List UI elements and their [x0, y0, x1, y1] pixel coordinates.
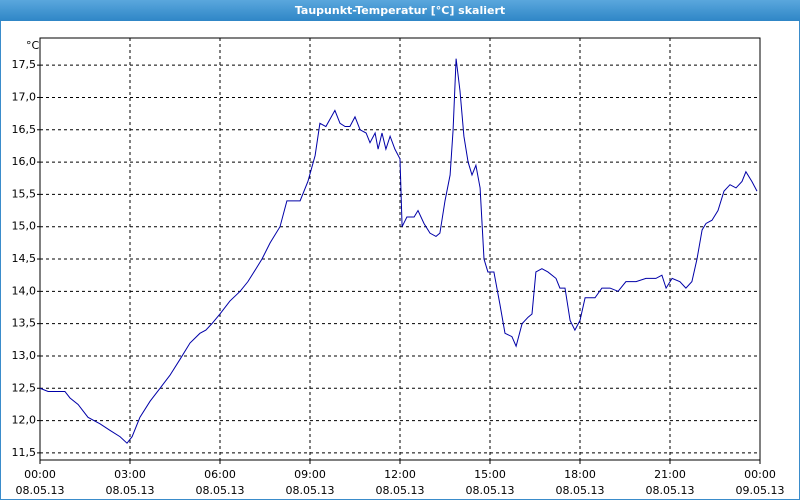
x-tick-label: 21:00 — [654, 468, 686, 481]
x-tick-date: 08.05.13 — [286, 484, 335, 497]
chart-title: Taupunkt-Temperatur [°C] skaliert — [295, 4, 505, 17]
y-tick-label: 13,5 — [12, 317, 37, 330]
x-tick-label: 12:00 — [384, 468, 416, 481]
x-tick-date: 08.05.13 — [16, 484, 65, 497]
y-tick-label: 17,5 — [12, 58, 37, 71]
x-tick-label: 15:00 — [474, 468, 506, 481]
title-bar — [0, 0, 800, 21]
x-tick-date: 08.05.13 — [556, 484, 605, 497]
y-tick-label: 14,5 — [12, 252, 37, 265]
x-tick-date: 09.05.13 — [736, 484, 785, 497]
y-tick-label: 16,0 — [12, 155, 37, 168]
x-tick-date: 08.05.13 — [196, 484, 245, 497]
x-tick-label: 18:00 — [564, 468, 596, 481]
y-unit: °C — [26, 39, 40, 52]
x-tick-date: 08.05.13 — [376, 484, 425, 497]
y-tick-label: 16,5 — [12, 123, 37, 136]
y-tick-label: 12,0 — [12, 414, 37, 427]
x-tick-label: 00:00 — [24, 468, 56, 481]
plot-frame — [39, 37, 761, 461]
y-tick-label: 11,5 — [12, 446, 37, 459]
y-tick-label: 15,0 — [12, 220, 37, 233]
x-tick-label: 00:00 — [744, 468, 776, 481]
y-tick-label: 15,5 — [12, 187, 37, 200]
x-tick-date: 08.05.13 — [106, 484, 155, 497]
y-tick-label: 12,5 — [12, 381, 37, 394]
x-tick-label: 06:00 — [204, 468, 236, 481]
x-tick-date: 08.05.13 — [646, 484, 695, 497]
x-tick-label: 03:00 — [114, 468, 146, 481]
y-tick-label: 14,0 — [12, 284, 37, 297]
y-tick-label: 17,0 — [12, 90, 37, 103]
y-tick-label: 13,0 — [12, 349, 37, 362]
x-tick-date: 08.05.13 — [466, 484, 515, 497]
x-tick-label: 09:00 — [294, 468, 326, 481]
series-line — [39, 58, 758, 444]
